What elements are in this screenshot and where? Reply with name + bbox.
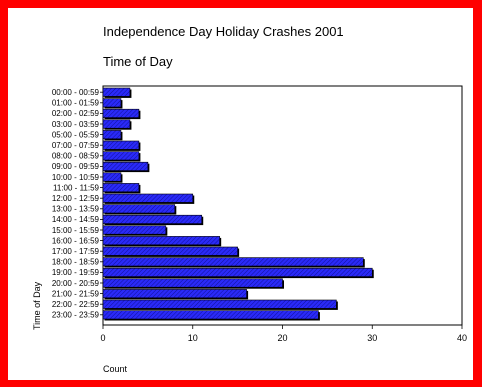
- y-tick-label: 07:00 - 07:59: [52, 141, 100, 150]
- y-tick-label: 13:00 - 13:59: [52, 205, 100, 214]
- bar: [102, 119, 131, 129]
- y-tick-label: 09:00 - 09:59: [52, 162, 100, 171]
- y-tick-label: 03:00 - 03:59: [52, 120, 100, 129]
- bar: [102, 140, 140, 150]
- bar: [102, 310, 319, 320]
- chart-title: Independence Day Holiday Crashes 2001: [103, 24, 344, 39]
- x-tick-label: 10: [188, 333, 198, 343]
- bar: [102, 214, 203, 224]
- y-tick-label: 12:00 - 12:59: [52, 194, 100, 203]
- bar: [102, 130, 122, 140]
- bar: [102, 87, 131, 97]
- bar: [102, 236, 220, 246]
- y-tick-label: 21:00 - 21:59: [52, 289, 100, 298]
- x-tick-label: 30: [367, 333, 377, 343]
- bar: [102, 225, 167, 235]
- y-tick-label: 08:00 - 08:59: [52, 152, 100, 161]
- bar: [102, 289, 247, 299]
- y-tick-label: 15:00 - 15:59: [52, 226, 100, 235]
- bar: [102, 257, 364, 267]
- y-axis-label: Time of Day: [32, 281, 42, 330]
- y-tick-label: 19:00 - 19:59: [52, 268, 100, 277]
- bars-group: [102, 87, 374, 321]
- y-tick-label: 10:00 - 10:59: [52, 173, 100, 182]
- y-tick-label: 22:00 - 22:59: [52, 300, 100, 309]
- y-tick-label: 20:00 - 20:59: [52, 279, 100, 288]
- y-tick-label: 23:00 - 23:59: [52, 311, 100, 320]
- x-axis-ticks: 0 10 20 30 40: [100, 325, 467, 343]
- x-axis-label: Count: [103, 364, 128, 374]
- bar: [102, 278, 283, 288]
- bar: [102, 172, 122, 182]
- chart-subtitle: Time of Day: [103, 54, 173, 69]
- bar: [102, 267, 373, 277]
- y-tick-label: 18:00 - 18:59: [52, 258, 100, 267]
- y-tick-label: 11:00 - 11:59: [53, 183, 100, 192]
- bar: [102, 246, 238, 256]
- bar: [102, 299, 337, 309]
- bar: [102, 193, 194, 203]
- y-tick-label: 01:00 - 01:59: [52, 99, 100, 108]
- y-tick-label: 00:00 - 00:59: [52, 88, 100, 97]
- x-tick-label: 20: [277, 333, 287, 343]
- bar: [102, 151, 140, 161]
- bar: [102, 204, 176, 214]
- y-tick-label: 05:00 - 05:59: [52, 130, 100, 139]
- bar: [102, 108, 140, 118]
- y-tick-label: 17:00 - 17:59: [52, 247, 100, 256]
- y-tick-label: 02:00 - 02:59: [52, 109, 100, 118]
- y-tick-label: 14:00 - 14:59: [52, 215, 100, 224]
- bar: [102, 183, 140, 193]
- bar: [102, 161, 149, 171]
- x-tick-label: 0: [100, 333, 105, 343]
- x-tick-label: 40: [457, 333, 467, 343]
- bar: [102, 98, 122, 108]
- y-tick-label: 16:00 - 16:59: [52, 236, 100, 245]
